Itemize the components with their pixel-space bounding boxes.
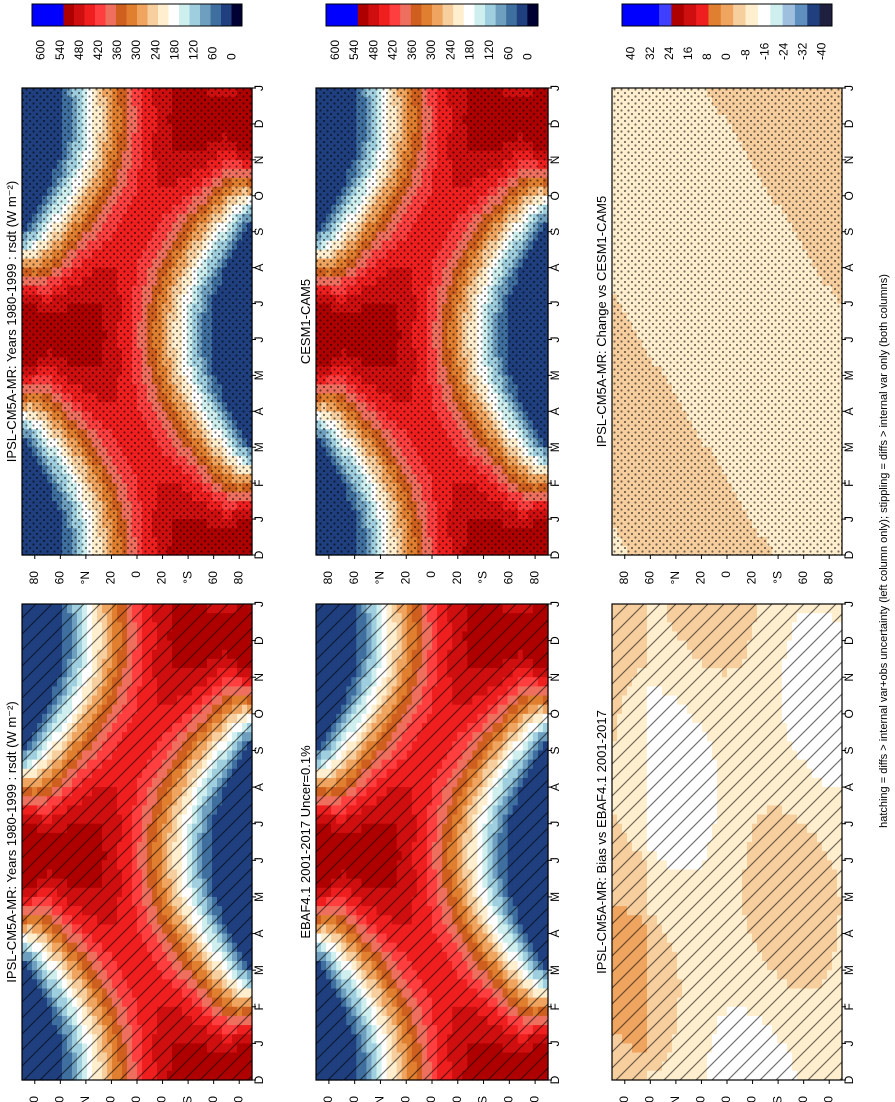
lat-tick-label: 80 <box>231 571 245 585</box>
colorbar-tick-label: 360 <box>110 40 124 60</box>
colorbar-swatch <box>63 4 75 26</box>
month-tick-label: D <box>252 636 266 645</box>
colorbar-swatch <box>168 4 180 26</box>
month-tick-label: J <box>252 821 266 827</box>
lat-tick-label: 0 <box>129 571 143 578</box>
colorbar-swatch <box>116 4 127 26</box>
colorbar-swatch <box>126 4 138 26</box>
month-tick-label: N <box>252 156 266 165</box>
month-tick-label: A <box>252 407 266 415</box>
colorbar-tick-label: 420 <box>91 40 105 60</box>
colorbar-tick-label: 480 <box>72 40 86 60</box>
month-tick-label: J <box>252 516 266 522</box>
lat-tick-label: °S <box>180 571 194 584</box>
colorbar-swatch <box>210 4 222 26</box>
month-tick-label: S <box>252 746 266 754</box>
month-tick-label: M <box>252 892 266 902</box>
lat-tick-label: 80 <box>231 1096 245 1102</box>
lat-tick-label: 80 <box>27 571 41 585</box>
lat-tick-label: 60 <box>206 571 220 585</box>
colorbar-swatch <box>158 4 169 26</box>
month-tick-label: D <box>252 550 266 559</box>
month-tick-label: S <box>252 228 266 236</box>
panel-title: IPSL-CM5A-MR: Years 1980-1999 : rsdt (W … <box>4 701 19 982</box>
lat-tick-label: 20 <box>104 571 118 585</box>
month-tick-label: M <box>252 442 266 452</box>
colorbar-swatch <box>74 4 85 26</box>
colorbar-swatch <box>32 4 43 26</box>
lat-tick-label: °N <box>78 571 92 584</box>
colorbar-tick-label: 180 <box>167 40 181 60</box>
month-tick-label: J <box>252 301 266 307</box>
colorbar-tick-label: 240 <box>148 40 162 60</box>
colorbar-swatch <box>42 4 54 26</box>
month-tick-label: N <box>252 673 266 682</box>
month-tick-label: F <box>252 479 266 486</box>
panel-title: IPSL-CM5A-MR: Years 1980-1999 : rsdt (W … <box>4 181 19 462</box>
colorbar: 600 540 480 420 360 300 240 180 120 60 0 <box>31 3 243 60</box>
colorbar-swatch <box>221 4 232 26</box>
colorbar-swatch <box>105 4 117 26</box>
significance-overlay <box>22 604 252 1080</box>
lat-tick-label: 20 <box>104 1096 118 1102</box>
lat-tick-label: °N <box>78 1096 92 1102</box>
month-tick-label: A <box>252 930 266 938</box>
colorbar-swatch <box>147 4 159 26</box>
month-tick-label: J <box>252 1040 266 1046</box>
significance-overlay <box>22 88 252 555</box>
month-tick-label: D <box>252 1075 266 1084</box>
colorbar-swatch <box>189 4 201 26</box>
colorbar-swatch <box>231 4 243 26</box>
colorbar-swatch <box>95 4 106 26</box>
colorbar-swatch <box>53 4 64 26</box>
lat-tick-label: 20 <box>155 571 169 585</box>
month-tick-label: J <box>252 857 266 863</box>
month-tick-label: A <box>252 783 266 791</box>
month-tick-label: J <box>252 85 266 91</box>
colorbar-tick-label: 600 <box>34 40 48 60</box>
lat-tick-label: 20 <box>155 1096 169 1102</box>
colorbar-swatch <box>179 4 190 26</box>
month-tick-label: M <box>252 370 266 380</box>
month-tick-label: M <box>252 965 266 975</box>
colorbar-tick-label: 60 <box>206 46 220 60</box>
colorbar-tick-label: 0 <box>225 53 239 60</box>
month-tick-label: D <box>252 119 266 128</box>
month-tick-label: F <box>252 1003 266 1010</box>
month-tick-label: A <box>252 264 266 272</box>
lat-tick-label: 0 <box>129 1096 143 1102</box>
lat-tick-label: °S <box>180 1096 194 1102</box>
month-tick-label: J <box>252 336 266 342</box>
colorbar-tick-label: 300 <box>129 40 143 60</box>
colorbar-swatch <box>137 4 148 26</box>
colorbar-frame <box>31 3 243 27</box>
colorbar-tick-label: 540 <box>53 40 67 60</box>
lat-tick-label: 60 <box>53 1096 67 1102</box>
chart-panel-1: D J F M A M J J A S O N D J 80 60 °N 20 0 20 °S 60 80 IPSL-CM5A… <box>4 3 266 585</box>
lat-tick-label: 60 <box>206 1096 220 1102</box>
month-tick-label: J <box>252 601 266 607</box>
colorbar-swatch <box>200 4 211 26</box>
colorbar-swatch <box>84 4 96 26</box>
month-tick-label: O <box>252 709 266 718</box>
month-tick-label: O <box>252 191 266 200</box>
colorbar-tick-label: 120 <box>186 40 200 60</box>
lat-tick-label: 80 <box>27 1096 41 1102</box>
chart-panel-0: D J F M A M J J A S O N D J 80 60 °N 20 0 20 °S 60 80 IPSL-CM5A… <box>4 601 266 1102</box>
lat-tick-label: 60 <box>53 571 67 585</box>
